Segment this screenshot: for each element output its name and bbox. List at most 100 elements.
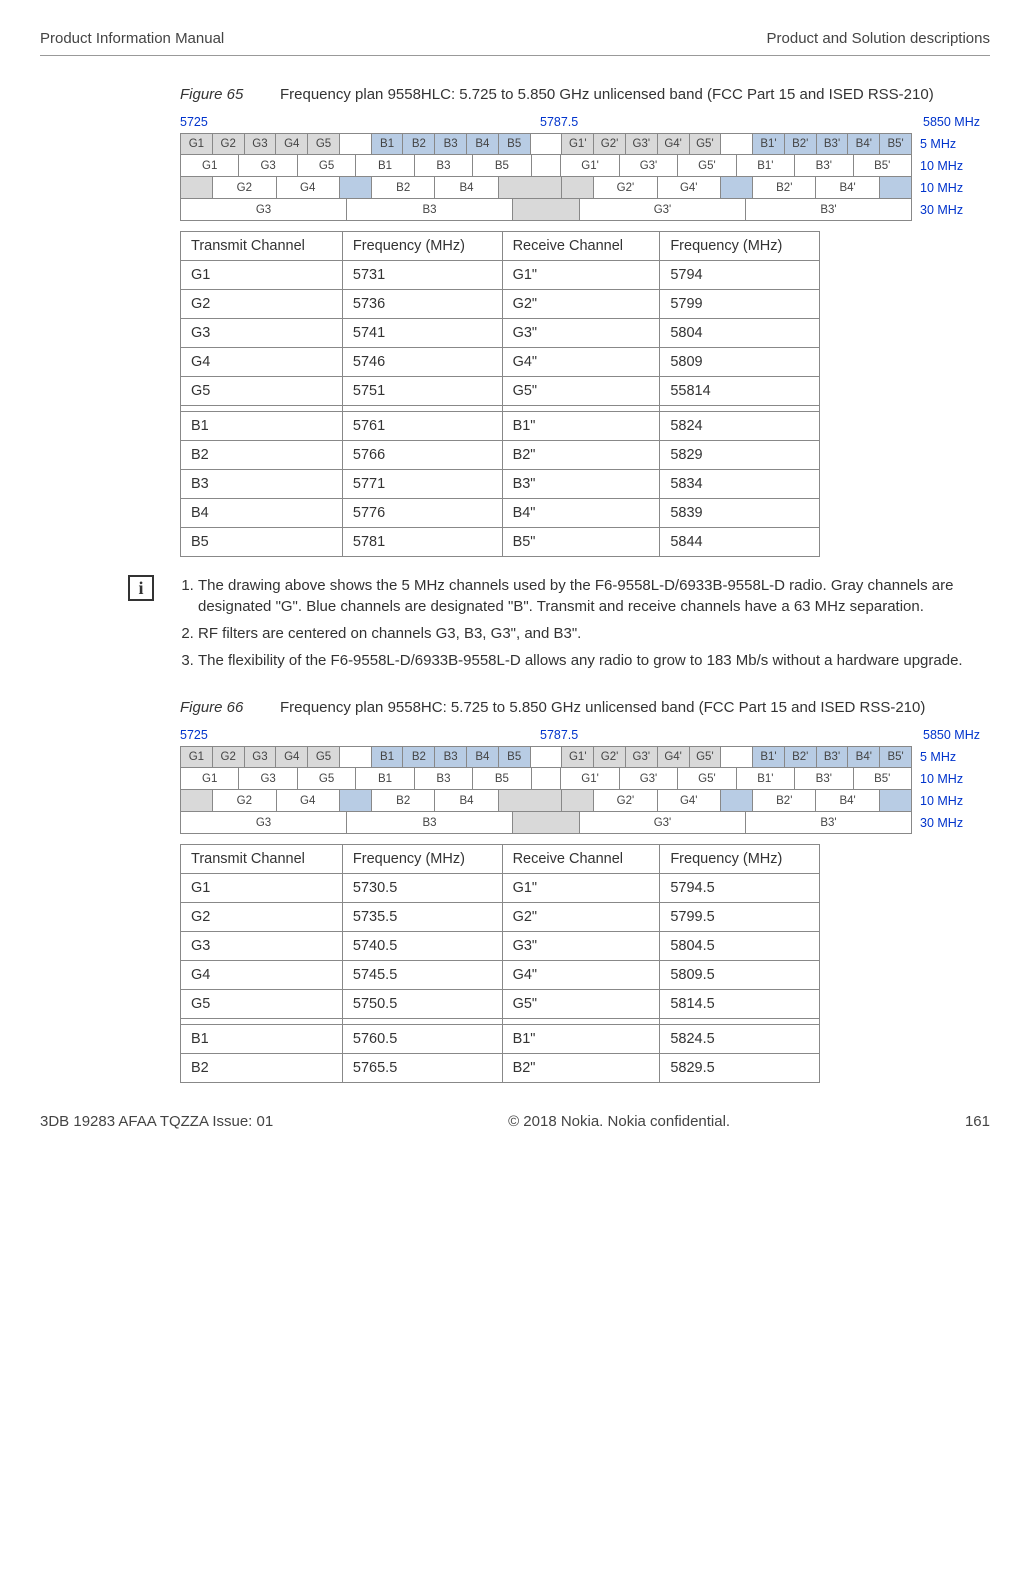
channel-cell: B4 bbox=[435, 177, 498, 198]
table-row: B35771B3"5834 bbox=[181, 470, 820, 499]
table-cell: G5" bbox=[502, 377, 660, 406]
channel-cell bbox=[499, 790, 562, 811]
channel-cell: B4' bbox=[848, 134, 880, 154]
table-cell: G2" bbox=[502, 903, 660, 932]
table-cell: 5824 bbox=[660, 412, 820, 441]
table-cell: 5761 bbox=[342, 412, 502, 441]
bandwidth-label: 10 MHz bbox=[912, 768, 980, 790]
table-header-row: Transmit ChannelFrequency (MHz)Receive C… bbox=[181, 845, 820, 874]
channel-cell: G2' bbox=[594, 177, 657, 198]
table-cell: G4" bbox=[502, 348, 660, 377]
channel-cell bbox=[721, 747, 753, 767]
table-cell: 5751 bbox=[342, 377, 502, 406]
figure-text: Frequency plan 9558HLC: 5.725 to 5.850 G… bbox=[280, 86, 934, 103]
channel-cell: G1' bbox=[561, 768, 619, 789]
channel-cell: B3 bbox=[435, 747, 467, 767]
diagram-row: G1G2G3G4G5B1B2B3B4B5G1'G2'G3'G4'G5'B1'B2… bbox=[180, 133, 980, 155]
table-cell: B3" bbox=[502, 470, 660, 499]
channel-cell: G3 bbox=[245, 134, 277, 154]
channel-cell: B4 bbox=[467, 747, 499, 767]
table-cell: 5804 bbox=[660, 319, 820, 348]
table-cell: 5765.5 bbox=[342, 1054, 502, 1083]
table-cell: G2 bbox=[181, 290, 343, 319]
table-cell: 5829.5 bbox=[660, 1054, 820, 1083]
channel-cell: B4' bbox=[848, 747, 880, 767]
channel-cell: B4' bbox=[816, 177, 879, 198]
table-cell: G3 bbox=[181, 932, 343, 961]
info-icon: i bbox=[128, 575, 154, 601]
channel-cell: G5' bbox=[690, 747, 722, 767]
channel-cell: G1 bbox=[181, 747, 213, 767]
channel-cell: B3 bbox=[435, 134, 467, 154]
channel-cell: B1 bbox=[372, 747, 404, 767]
table-cell: G1" bbox=[502, 261, 660, 290]
table-cell: 5804.5 bbox=[660, 932, 820, 961]
channel-cell bbox=[499, 177, 562, 198]
table-cell: B4 bbox=[181, 499, 343, 528]
footer-left: 3DB 19283 AFAA TQZZA Issue: 01 bbox=[40, 1113, 273, 1130]
table-cell: B1" bbox=[502, 412, 660, 441]
channel-cell: B1 bbox=[372, 134, 404, 154]
bandwidth-label: 10 MHz bbox=[912, 155, 980, 177]
table-cell: 5839 bbox=[660, 499, 820, 528]
table-row: B55781B5"5844 bbox=[181, 528, 820, 557]
channel-cell bbox=[531, 747, 563, 767]
table-cell: B2 bbox=[181, 441, 343, 470]
table-cell: G2 bbox=[181, 903, 343, 932]
table-cell: G1 bbox=[181, 261, 343, 290]
table-row: B15761B1"5824 bbox=[181, 412, 820, 441]
table-row: B25765.5B2"5829.5 bbox=[181, 1054, 820, 1083]
table-cell: B2" bbox=[502, 441, 660, 470]
channel-cell: G4 bbox=[277, 177, 340, 198]
channel-cell: B1 bbox=[356, 768, 414, 789]
figure-number: Figure 66 bbox=[180, 699, 280, 716]
table-cell: 5771 bbox=[342, 470, 502, 499]
channel-cell bbox=[532, 155, 562, 176]
table-cell: 5844 bbox=[660, 528, 820, 557]
channel-cell: B3' bbox=[746, 812, 911, 833]
table-header-cell: Receive Channel bbox=[502, 232, 660, 261]
table-header-cell: Receive Channel bbox=[502, 845, 660, 874]
channel-cell: B2 bbox=[403, 134, 435, 154]
channel-cell: B3 bbox=[347, 199, 513, 220]
channel-cell bbox=[532, 768, 562, 789]
table-row: B25766B2"5829 bbox=[181, 441, 820, 470]
channel-cell: G5' bbox=[678, 155, 736, 176]
table-cell: G5 bbox=[181, 990, 343, 1019]
channel-cell: G3 bbox=[239, 768, 297, 789]
table-cell: 5776 bbox=[342, 499, 502, 528]
table-cell: 5781 bbox=[342, 528, 502, 557]
table-cell: 5735.5 bbox=[342, 903, 502, 932]
table-cell: B2" bbox=[502, 1054, 660, 1083]
channel-cell: G4' bbox=[658, 134, 690, 154]
channel-cell: B3' bbox=[817, 747, 849, 767]
table-row: G15731G1"5794 bbox=[181, 261, 820, 290]
table-cell: G2" bbox=[502, 290, 660, 319]
footer-center: © 2018 Nokia. Nokia confidential. bbox=[508, 1113, 730, 1130]
channel-cell: G4 bbox=[276, 134, 308, 154]
table-header-row: Transmit ChannelFrequency (MHz)Receive C… bbox=[181, 232, 820, 261]
channel-cell: B1' bbox=[737, 768, 795, 789]
channel-cell bbox=[513, 812, 580, 833]
figure-number: Figure 65 bbox=[180, 86, 280, 103]
freq-diagram-65: 57255787.55850 MHzG1G2G3G4G5B1B2B3B4B5G1… bbox=[180, 115, 980, 221]
table-cell: G3" bbox=[502, 319, 660, 348]
table-cell: G4 bbox=[181, 348, 343, 377]
channel-cell bbox=[513, 199, 580, 220]
channel-cell: G2 bbox=[213, 134, 245, 154]
header-rule bbox=[40, 55, 990, 56]
channel-cell: G3 bbox=[181, 812, 347, 833]
header-right: Product and Solution descriptions bbox=[767, 30, 990, 47]
channel-cell: B5 bbox=[499, 134, 531, 154]
channel-cell: B5 bbox=[473, 155, 531, 176]
channel-cell bbox=[181, 790, 213, 811]
table-header-cell: Transmit Channel bbox=[181, 232, 343, 261]
table-cell: 5740.5 bbox=[342, 932, 502, 961]
header-left: Product Information Manual bbox=[40, 30, 224, 47]
table-cell: 5799 bbox=[660, 290, 820, 319]
table-cell: 5809.5 bbox=[660, 961, 820, 990]
channel-cell: B4 bbox=[467, 134, 499, 154]
info-list-item: The flexibility of the F6-9558L-D/6933B-… bbox=[198, 650, 990, 671]
channel-cell bbox=[340, 134, 372, 154]
table-header-cell: Frequency (MHz) bbox=[342, 845, 502, 874]
